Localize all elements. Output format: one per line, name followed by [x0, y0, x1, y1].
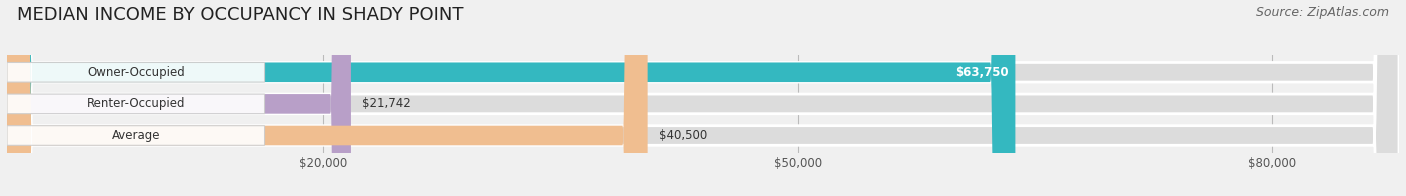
- Text: MEDIAN INCOME BY OCCUPANCY IN SHADY POINT: MEDIAN INCOME BY OCCUPANCY IN SHADY POIN…: [17, 6, 464, 24]
- FancyBboxPatch shape: [7, 0, 351, 196]
- FancyBboxPatch shape: [7, 0, 1015, 196]
- FancyBboxPatch shape: [7, 0, 1399, 196]
- Text: $40,500: $40,500: [659, 129, 707, 142]
- FancyBboxPatch shape: [7, 0, 648, 196]
- Text: Renter-Occupied: Renter-Occupied: [87, 97, 186, 110]
- Text: $21,742: $21,742: [363, 97, 411, 110]
- FancyBboxPatch shape: [7, 94, 264, 114]
- Text: Source: ZipAtlas.com: Source: ZipAtlas.com: [1256, 6, 1389, 19]
- FancyBboxPatch shape: [7, 126, 264, 145]
- Text: $63,750: $63,750: [955, 66, 1008, 79]
- FancyBboxPatch shape: [7, 63, 264, 82]
- Text: Average: Average: [111, 129, 160, 142]
- FancyBboxPatch shape: [7, 0, 1399, 196]
- FancyBboxPatch shape: [7, 0, 1399, 196]
- Text: Owner-Occupied: Owner-Occupied: [87, 66, 184, 79]
